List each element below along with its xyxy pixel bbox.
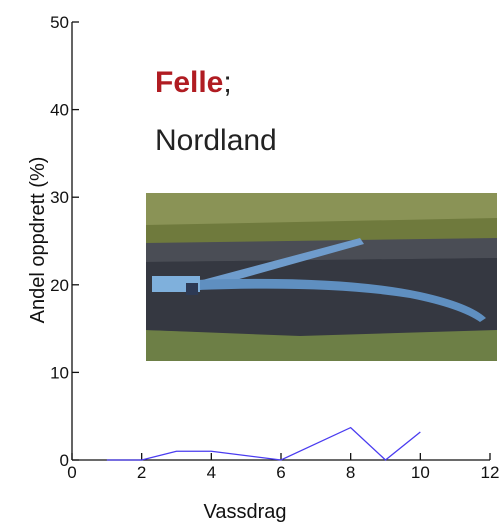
annotation: ;	[223, 66, 231, 99]
y-tick-label: 50	[50, 13, 69, 32]
x-tick-label: 2	[137, 463, 146, 482]
x-tick-label: 10	[411, 463, 430, 482]
y-axis-label: Andel oppdrett (%)	[27, 157, 49, 324]
x-axis-label: Vassdrag	[203, 501, 286, 523]
x-tick-label: 8	[346, 463, 355, 482]
x-tick-label: 12	[481, 463, 500, 482]
x-tick-label: 4	[207, 463, 216, 482]
y-tick-label: 40	[50, 101, 69, 120]
data-line	[106, 426, 421, 461]
y-tick-label: 20	[50, 276, 69, 295]
photo	[146, 193, 497, 361]
y-tick-label: 0	[60, 451, 69, 470]
annotation: Felle	[155, 66, 223, 99]
y-tick-label: 10	[50, 363, 69, 382]
y-tick-label: 30	[50, 188, 69, 207]
x-tick-label: 6	[276, 463, 285, 482]
annotation: Nordland	[155, 124, 277, 157]
x-tick-label: 0	[67, 463, 76, 482]
